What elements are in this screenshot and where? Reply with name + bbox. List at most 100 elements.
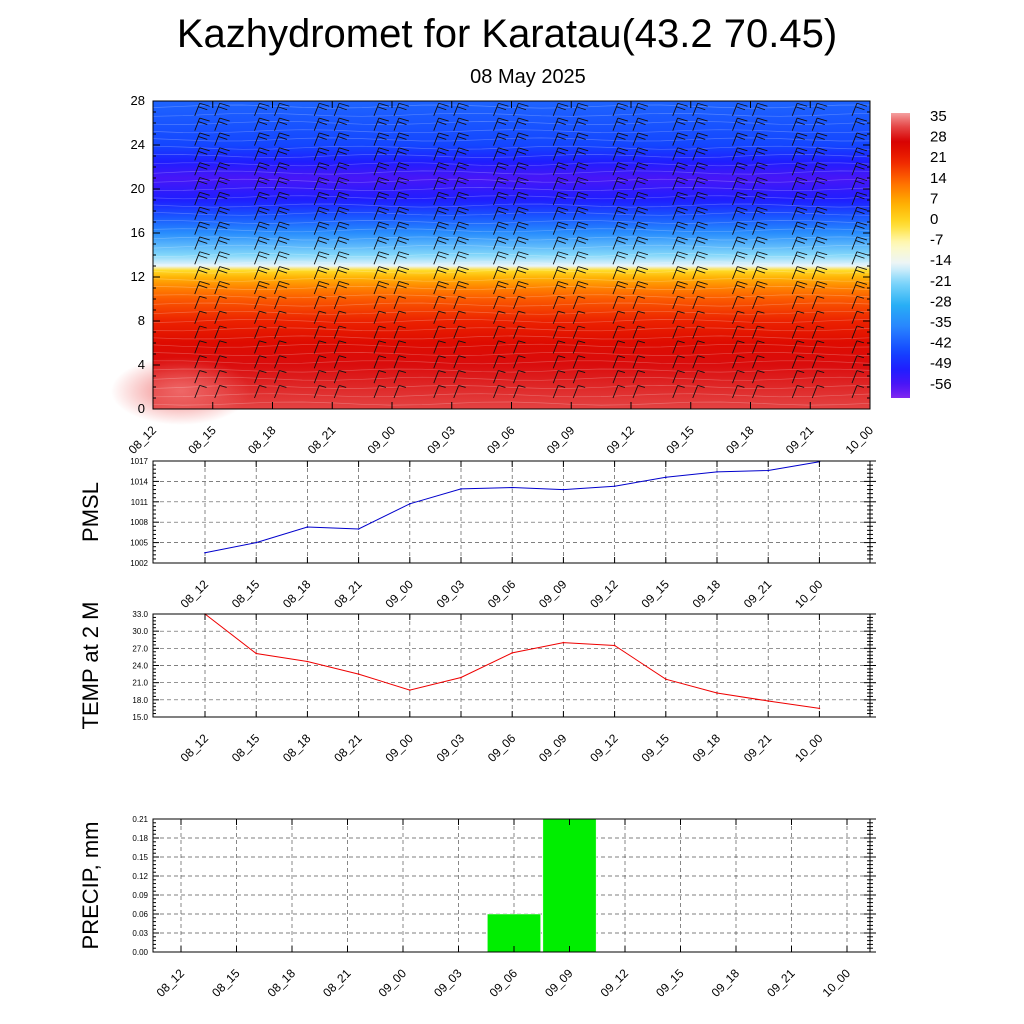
y-tick-label: 21.0 <box>132 679 148 688</box>
wind-barb-feather <box>458 102 469 107</box>
wind-barb <box>214 355 221 369</box>
wind-barb <box>552 251 559 265</box>
wind-barb <box>851 310 858 324</box>
colorbar-label: 21 <box>930 149 947 166</box>
wind-barb-feather <box>398 325 407 329</box>
wind-barb <box>791 340 798 354</box>
contour-lines <box>152 104 871 406</box>
wind-barb-feather <box>757 221 768 226</box>
wind-barb-feather <box>518 236 529 241</box>
wind-barb-feather <box>219 355 227 359</box>
wind-barb <box>612 117 619 131</box>
wind-barb <box>612 236 619 250</box>
wind-barb-feather <box>458 191 469 196</box>
wind-barb-feather <box>218 269 228 274</box>
wind-barb-feather <box>438 266 449 271</box>
wind-barb-feather <box>735 165 746 170</box>
wind-barb-feather <box>337 210 347 215</box>
wind-barb <box>274 192 280 206</box>
wind-barb <box>214 325 221 339</box>
wind-barb <box>791 162 798 176</box>
wind-barb-feather <box>319 132 330 137</box>
wind-barb-feather <box>398 132 410 137</box>
wind-barb-feather <box>855 165 865 170</box>
wind-barb <box>791 355 798 369</box>
wind-barb-feather <box>218 165 228 170</box>
wind-barb-feather <box>339 370 347 373</box>
wind-barb <box>373 310 380 324</box>
wind-barb-feather <box>636 269 646 274</box>
wind-barb-feather <box>198 195 208 200</box>
wind-barb <box>632 162 639 176</box>
heatmap-y-tick-label: 16 <box>131 225 145 240</box>
wind-barb-feather <box>556 210 566 215</box>
wind-barb <box>732 325 738 339</box>
wind-barb <box>811 162 818 176</box>
wind-barb <box>493 296 499 310</box>
wind-barb-feather <box>795 165 805 170</box>
wind-barb-feather <box>855 284 865 289</box>
wind-barb-feather <box>637 162 649 167</box>
wind-barb <box>513 251 519 265</box>
wind-barb-feather <box>319 310 327 314</box>
x-tick-label: 08_21 <box>320 966 354 1000</box>
wind-barb-feather <box>516 254 527 259</box>
wind-barb <box>254 281 260 295</box>
wind-barb <box>493 147 499 161</box>
wind-barb <box>672 325 679 339</box>
wind-barb-feather <box>337 195 347 200</box>
wind-barb <box>393 355 400 369</box>
wind-barb-feather <box>259 236 270 241</box>
heatmap-x-tick-label: 09_21 <box>783 423 817 457</box>
wind-barb-feather <box>378 147 390 152</box>
wind-barb <box>194 325 201 339</box>
wind-barb-feather <box>457 225 467 229</box>
wind-barb <box>214 207 221 220</box>
wind-barb-feather <box>339 340 347 344</box>
data-point <box>665 678 667 681</box>
wind-barb <box>752 192 758 206</box>
wind-barb-feather <box>516 121 527 126</box>
wind-barb-feather <box>815 195 825 200</box>
wind-barb-feather <box>259 340 267 344</box>
wind-barb-feather <box>377 136 387 140</box>
wind-barb-feather <box>556 180 566 185</box>
wind-barb-feather <box>797 117 808 122</box>
wind-barb <box>254 325 260 339</box>
wind-barb <box>572 251 579 265</box>
wind-barb <box>572 296 579 310</box>
wind-barb-feather <box>616 180 626 185</box>
data-point <box>306 526 309 528</box>
wind-barb-feather <box>735 269 746 274</box>
wind-barb <box>672 117 679 131</box>
wind-barb-feather <box>438 236 449 241</box>
wind-barb-feather <box>637 340 646 344</box>
wind-barb-feather <box>496 136 507 140</box>
y-axis-title: TEMP at 2 M <box>78 602 103 730</box>
heatmap-x-tick-label: 09_09 <box>544 423 578 457</box>
wind-barb <box>692 325 699 339</box>
wind-barb <box>692 117 699 131</box>
wind-barb-feather <box>219 191 230 196</box>
wind-barb <box>752 385 758 399</box>
wind-barb <box>393 281 400 295</box>
wind-barb <box>572 236 579 250</box>
wind-barb-feather <box>616 136 626 140</box>
wind-barb-feather <box>397 180 407 185</box>
wind-barb-feather <box>498 325 506 329</box>
wind-barb <box>732 296 738 310</box>
wind-barb <box>333 325 340 339</box>
x-tick-label: 10_00 <box>820 966 854 1000</box>
wind-barb-feather <box>279 177 290 181</box>
wind-barb-feather <box>337 121 347 126</box>
x-tick-label: 09_15 <box>638 731 672 765</box>
heatmap-x-tick-label: 09_18 <box>723 423 757 457</box>
wind-barb-feather <box>636 195 646 200</box>
wind-barb-feather <box>498 117 509 122</box>
wind-barb <box>612 355 619 369</box>
wind-barb-feather <box>319 102 330 107</box>
pmsl-line-chart: 1002 1005 1008 1011 1014 1017 08_12 08_15 08_18 0… <box>78 457 876 611</box>
wind-barb-feather <box>558 384 566 388</box>
wind-barb <box>194 370 201 384</box>
wind-barb-feather <box>516 150 527 155</box>
